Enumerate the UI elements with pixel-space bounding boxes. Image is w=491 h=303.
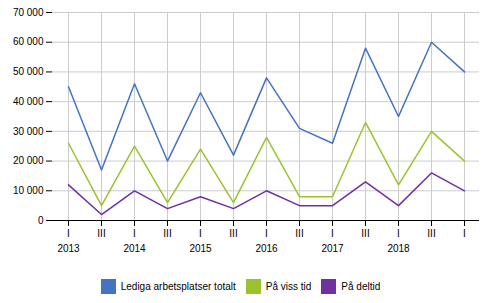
svg-text:III: III: [295, 228, 303, 239]
svg-text:I: I: [463, 228, 466, 239]
svg-text:2018: 2018: [387, 243, 410, 254]
html-text:På viss tid: På viss tid: [265, 281, 312, 292]
svg-text:30 000: 30 000: [13, 126, 44, 137]
svg-text:50 000: 50 000: [13, 66, 44, 77]
svg-text:III: III: [427, 228, 435, 239]
svg-text:I: I: [331, 228, 334, 239]
svg-text:I: I: [67, 228, 70, 239]
svg-text:10 000: 10 000: [13, 185, 44, 196]
svg-text:I: I: [199, 228, 202, 239]
svg-text:2016: 2016: [255, 243, 278, 254]
html-text:På deltid: På deltid: [341, 281, 381, 292]
svg-text:I: I: [133, 228, 136, 239]
svg-text:70 000: 70 000: [13, 7, 44, 18]
svg-text:2014: 2014: [123, 243, 146, 254]
svg-text:I: I: [265, 228, 268, 239]
svg-text:40 000: 40 000: [13, 96, 44, 107]
svg-text:2017: 2017: [321, 243, 344, 254]
svg-text:0: 0: [38, 215, 44, 226]
svg-text:III: III: [229, 228, 237, 239]
svg-text:I: I: [397, 228, 400, 239]
html-text:Lediga arbetsplatser totalt: Lediga arbetsplatser totalt: [120, 281, 236, 292]
svg-text:2013: 2013: [57, 243, 80, 254]
svg-text:III: III: [361, 228, 369, 239]
svg-text:60 000: 60 000: [13, 36, 44, 47]
svg-text:III: III: [163, 228, 171, 239]
svg-text:20 000: 20 000: [13, 155, 44, 166]
svg-text:2015: 2015: [189, 243, 212, 254]
svg-text:III: III: [97, 228, 105, 239]
